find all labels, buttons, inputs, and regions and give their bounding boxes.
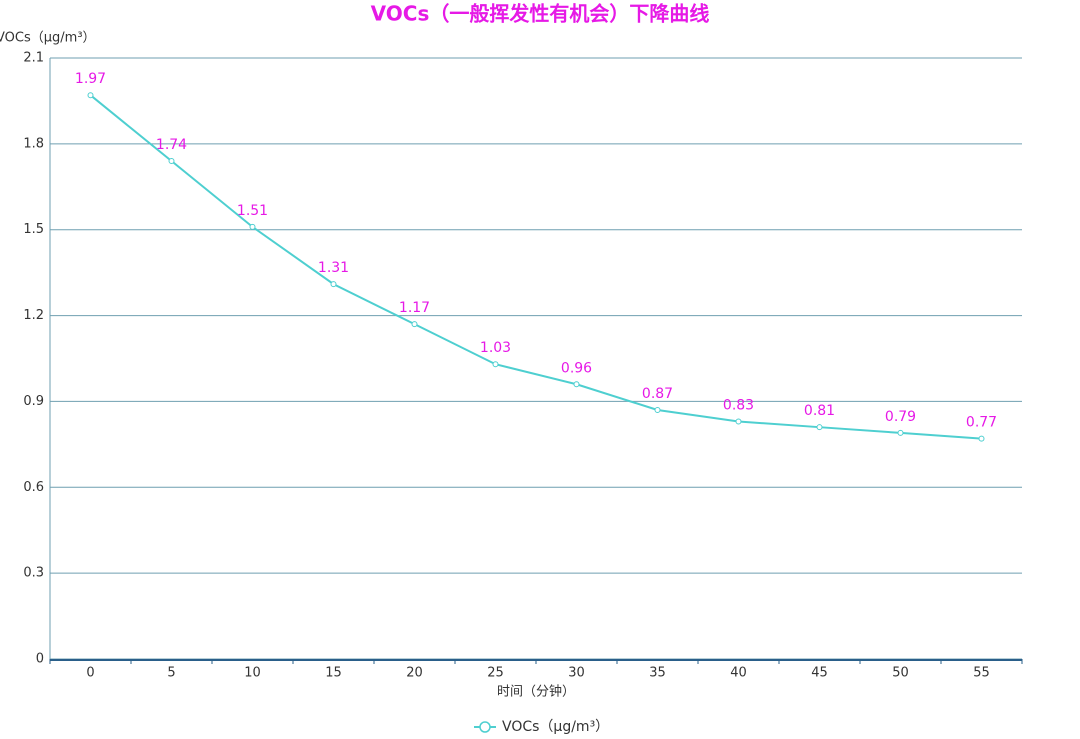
x-tick-label: 55 [973,666,990,681]
data-label: 0.83 [723,397,754,413]
point [330,281,337,288]
x-tick-label: 50 [892,666,909,681]
data-label: 1.74 [156,137,187,153]
data-label: 0.77 [966,415,997,431]
point [978,435,985,442]
y-tick-label: 0 [36,652,44,667]
point [654,407,661,414]
y-tick-label: 0.6 [23,480,44,495]
x-tick-label: 10 [244,666,261,681]
data-label: 1.51 [237,203,268,219]
x-tick-label: 25 [487,666,504,681]
line [89,94,982,440]
data-label: 1.97 [75,71,106,87]
x-tick-label: 30 [568,666,585,681]
point [168,158,175,165]
legend-label: VOCs（μg/m³） [502,719,609,735]
data-label: 0.79 [885,409,916,425]
x-tick-label: 0 [86,666,94,681]
y-tick-label: 1.5 [23,222,44,237]
y-tick-label: 1.8 [23,136,44,151]
x-tick-label: 5 [167,666,175,681]
point [411,321,418,328]
y-axis-label: VOCs（μg/m³） [0,31,96,46]
point [87,92,94,99]
y-tick-label: 0.9 [23,394,44,409]
legend-marker [479,721,491,733]
x-tick-label: 35 [649,666,666,681]
point [897,429,904,436]
x-tick-label: 20 [406,666,423,681]
point [816,424,823,431]
y-tick-label: 0.3 [23,566,44,581]
data-label: 1.17 [399,300,430,316]
data-label: 0.87 [642,386,673,402]
point [573,381,580,388]
point [735,418,742,425]
data-label: 0.96 [561,360,592,376]
point [492,361,499,368]
data-label: 1.31 [318,260,349,276]
x-tick-label: 40 [730,666,747,681]
y-tick-label: 1.2 [23,308,44,323]
data-label: 1.03 [480,340,511,356]
x-tick-label: 45 [811,666,828,681]
x-tick-label: 15 [325,666,342,681]
data-label: 0.81 [804,403,835,419]
point [249,223,256,230]
chart-title: VOCs（一般挥发性有机会）下降曲线 [371,2,710,26]
x-axis-label: 时间（分钟） [497,684,575,700]
y-tick-label: 2.1 [23,51,44,66]
